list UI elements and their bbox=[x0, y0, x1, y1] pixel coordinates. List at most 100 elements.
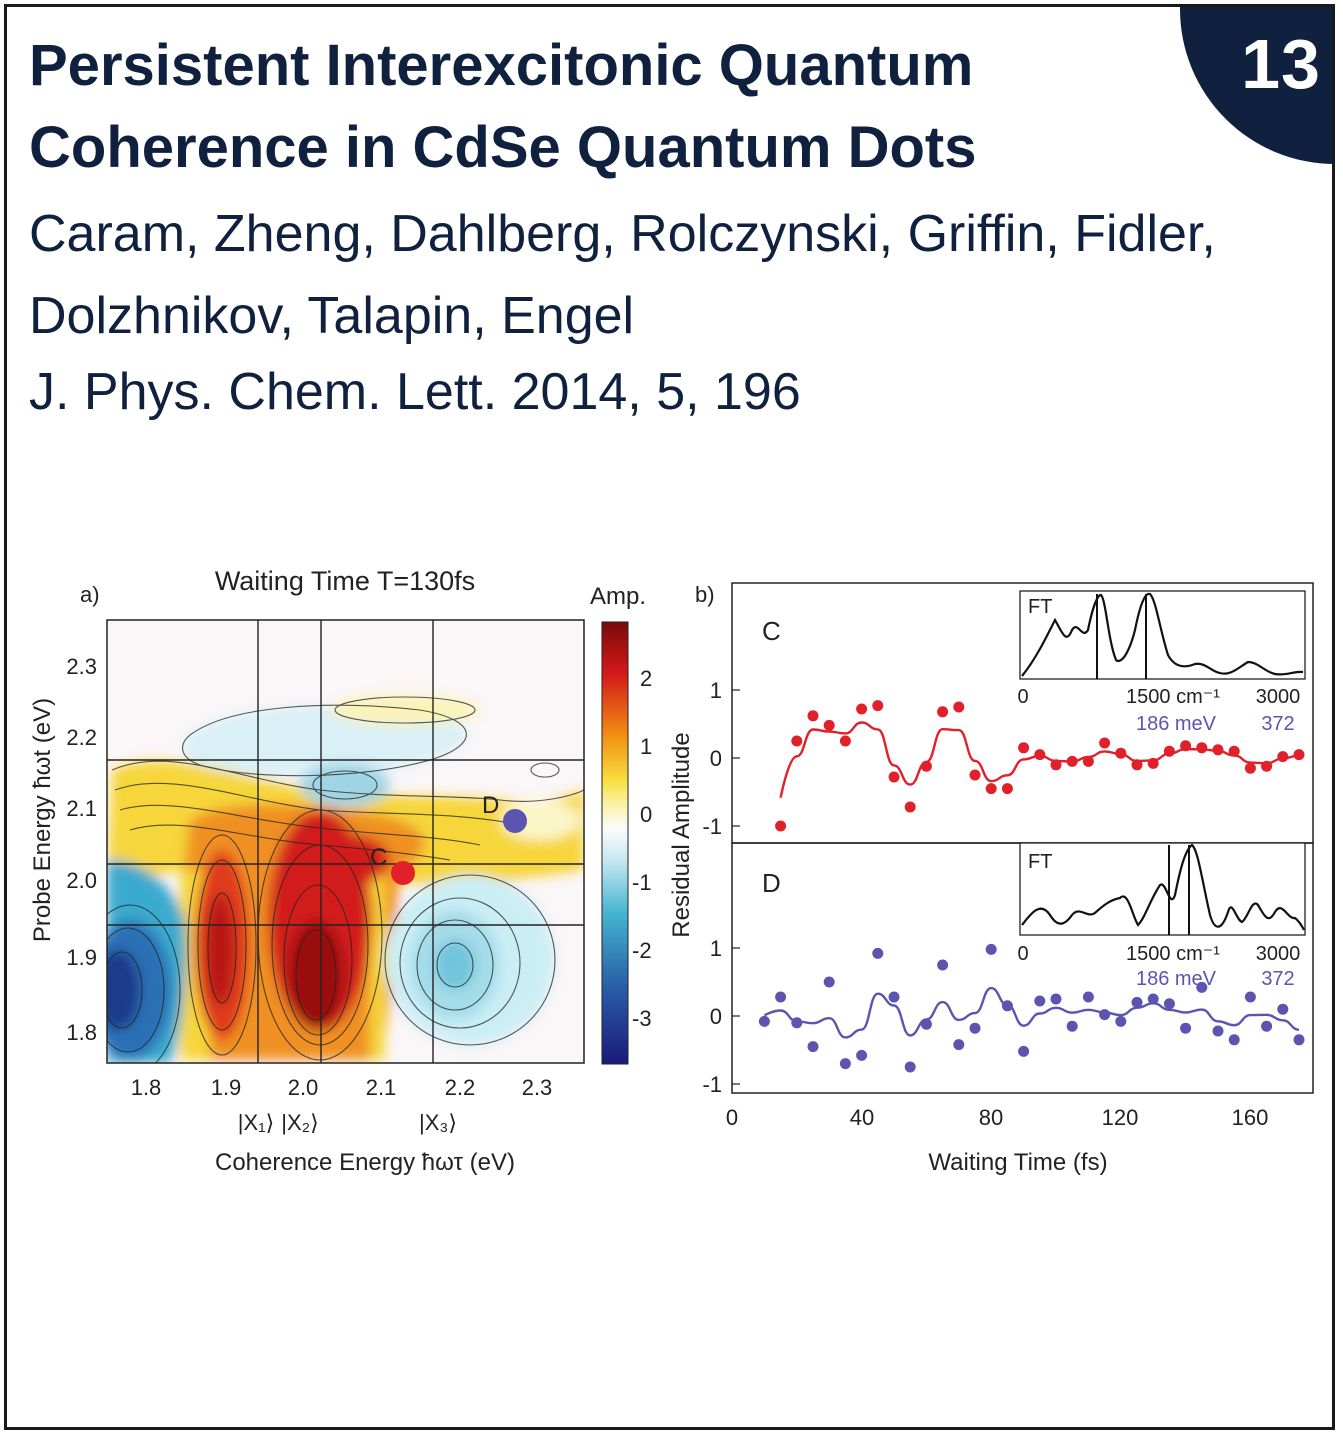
data-point-c bbox=[856, 703, 868, 715]
ytick-label: 1 bbox=[710, 936, 722, 961]
inset-energy-tick: 372 bbox=[1261, 968, 1294, 990]
xtick-label: 2.2 bbox=[445, 1075, 476, 1100]
data-point-c bbox=[920, 760, 932, 772]
series-d bbox=[758, 943, 1305, 1073]
ytick-label: -1 bbox=[702, 814, 722, 839]
data-point-d bbox=[1261, 1020, 1273, 1032]
heatmap-plot: C D bbox=[106, 619, 585, 1064]
data-point-d bbox=[1066, 1020, 1078, 1032]
colorbar-tick: -3 bbox=[632, 1006, 652, 1031]
data-point-c bbox=[1293, 749, 1305, 761]
inset-energy-tick: 186 meV bbox=[1136, 713, 1217, 735]
xtick-label: 120 bbox=[1102, 1105, 1139, 1130]
data-point-d bbox=[1050, 993, 1062, 1005]
series-c bbox=[775, 700, 1305, 832]
xtick-label: 2.0 bbox=[288, 1075, 319, 1100]
data-point-c bbox=[1018, 742, 1030, 754]
fit-line-d bbox=[763, 986, 1300, 1039]
panel-b-xlabel: Waiting Time (fs) bbox=[928, 1149, 1107, 1176]
data-point-d bbox=[904, 1061, 916, 1073]
data-point-c bbox=[872, 700, 884, 712]
data-point-d bbox=[985, 943, 997, 955]
data-point-d bbox=[1293, 1034, 1305, 1046]
state-label-x1: |X₁⟩ bbox=[238, 1110, 274, 1135]
ytick-label: 1.8 bbox=[66, 1020, 97, 1045]
data-point-d bbox=[1082, 991, 1094, 1003]
ft-inset-d: FT 0 1500 cm⁻¹ 3000 186 meV 372 bbox=[1017, 842, 1306, 990]
colorbar-tick: 2 bbox=[640, 666, 652, 691]
data-point-c bbox=[1261, 760, 1273, 772]
data-point-d bbox=[969, 1022, 981, 1034]
data-point-d bbox=[1196, 981, 1208, 993]
data-point-d bbox=[791, 1017, 803, 1029]
panel-a-title: Waiting Time T=130fs bbox=[215, 566, 475, 596]
data-point-c bbox=[1277, 751, 1289, 763]
data-point-d bbox=[823, 976, 835, 988]
data-point-c bbox=[1050, 759, 1062, 771]
ytick-label: 2.3 bbox=[66, 654, 97, 679]
ytick-label: 0 bbox=[710, 1004, 722, 1029]
subpanel-c-label: C bbox=[762, 616, 781, 646]
xtick-label: 0 bbox=[726, 1105, 738, 1130]
ytick-label: 2.1 bbox=[66, 796, 97, 821]
xtick-label: 40 bbox=[850, 1105, 874, 1130]
ytick-label: 1 bbox=[710, 678, 722, 703]
data-point-c bbox=[1228, 745, 1240, 757]
ytick-label: -1 bbox=[702, 1072, 722, 1097]
inset-energy-tick: 372 bbox=[1261, 713, 1294, 735]
data-point-d bbox=[1099, 1009, 1111, 1021]
ft-inset-c: FT 0 1500 cm⁻¹ 3000 186 meV 372 bbox=[1017, 590, 1306, 735]
ft-spectrum-c bbox=[1021, 592, 1304, 677]
data-point-d bbox=[856, 1049, 868, 1061]
data-point-c bbox=[904, 801, 916, 813]
data-point-d bbox=[1147, 993, 1159, 1005]
xtick-label: 2.3 bbox=[522, 1075, 553, 1100]
panel-a-yticks: 2.3 2.2 2.1 2.0 1.9 1.8 bbox=[66, 654, 97, 1045]
inset-label: FT bbox=[1028, 596, 1052, 618]
xtick-label: 1.8 bbox=[131, 1075, 162, 1100]
data-point-c bbox=[1244, 762, 1256, 774]
paper-card: 13 Persistent Interexcitonic Quantum Coh… bbox=[4, 4, 1335, 1430]
data-point-c bbox=[1196, 742, 1208, 754]
data-point-d bbox=[1001, 1000, 1013, 1012]
state-labels: |X₁⟩ |X₂⟩ |X₃⟩ bbox=[238, 1110, 457, 1135]
panel-b-label: b) bbox=[695, 582, 715, 607]
data-point-d bbox=[1034, 995, 1046, 1007]
data-point-c bbox=[791, 735, 803, 747]
ft-spectrum-d bbox=[1021, 843, 1305, 931]
data-point-c bbox=[1001, 783, 1013, 795]
inset-tick: 0 bbox=[1017, 686, 1028, 708]
point-c-marker bbox=[391, 861, 415, 885]
badge-number: 13 bbox=[1241, 25, 1321, 103]
point-d-label: D bbox=[482, 792, 499, 819]
panel-a-label: a) bbox=[80, 582, 100, 607]
data-point-d bbox=[953, 1039, 965, 1051]
xtick-label: 80 bbox=[979, 1105, 1003, 1130]
inset-tick: 1500 cm⁻¹ bbox=[1126, 943, 1220, 965]
data-point-c bbox=[1131, 759, 1143, 771]
data-point-c bbox=[1034, 749, 1046, 761]
point-d-marker bbox=[503, 809, 527, 833]
ytick-label: 2.0 bbox=[66, 868, 97, 893]
ytick-label: 2.2 bbox=[66, 725, 97, 750]
ytick-label: 1.9 bbox=[66, 945, 97, 970]
data-point-c bbox=[807, 710, 819, 722]
xtick-label: 2.1 bbox=[366, 1075, 397, 1100]
panel-a-xlabel: Coherence Energy ħωτ (eV) bbox=[215, 1149, 515, 1176]
xtick-label: 160 bbox=[1232, 1105, 1269, 1130]
data-point-d bbox=[1115, 1015, 1127, 1027]
paper-authors: Caram, Zheng, Dahlberg, Rolczynski, Grif… bbox=[29, 205, 1216, 345]
inset-tick: 3000 bbox=[1256, 943, 1301, 965]
data-point-d bbox=[1212, 1025, 1224, 1037]
inset-tick: 0 bbox=[1017, 943, 1028, 965]
data-point-d bbox=[1131, 996, 1143, 1008]
data-point-c bbox=[1147, 757, 1159, 769]
point-c-label: C bbox=[370, 844, 387, 871]
data-point-c bbox=[1066, 755, 1078, 767]
inset-energy-tick: 186 meV bbox=[1136, 968, 1217, 990]
data-point-d bbox=[888, 991, 900, 1003]
data-point-d bbox=[1244, 991, 1256, 1003]
data-point-d bbox=[758, 1015, 770, 1027]
colorbar-title: Amp. bbox=[590, 583, 646, 610]
data-point-c bbox=[985, 783, 997, 795]
